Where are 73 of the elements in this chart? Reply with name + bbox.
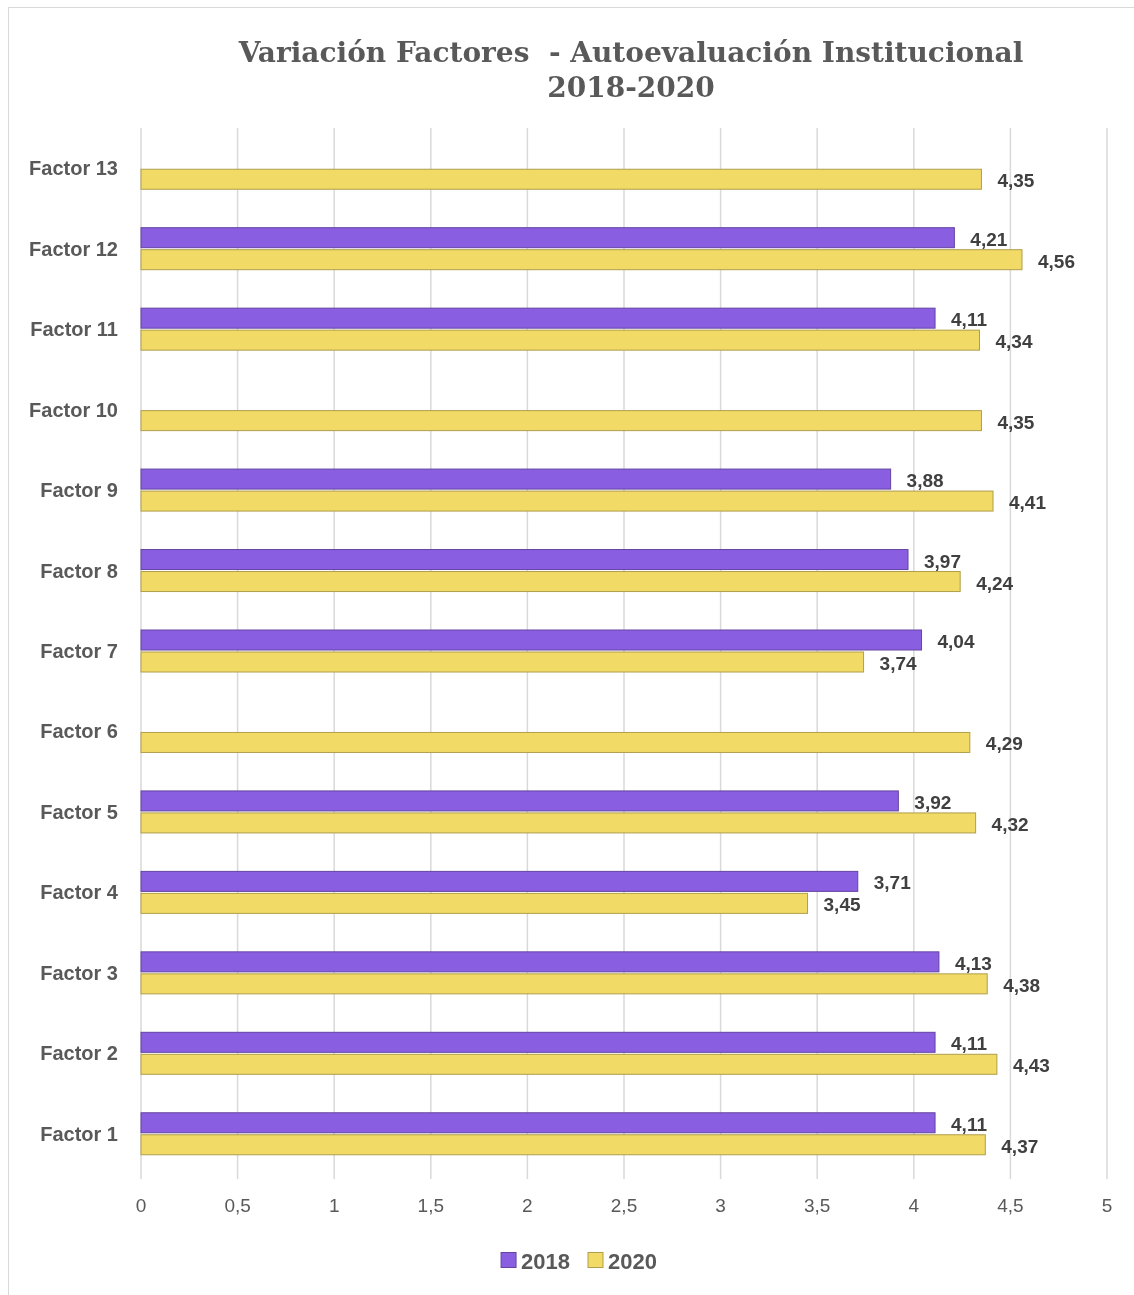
bar — [140, 1053, 998, 1075]
data-label: 4,43 — [1012, 1054, 1050, 1076]
y-tick-label: Factor 7 — [40, 640, 118, 662]
data-label: 4,37 — [1001, 1135, 1039, 1157]
bar — [140, 490, 994, 512]
data-label: 4,13 — [954, 952, 992, 974]
y-tick-label: Factor 1 — [40, 1122, 118, 1145]
y-tick-label: Factor 5 — [40, 800, 118, 823]
bar — [140, 249, 1023, 271]
bar — [140, 410, 982, 432]
x-tick-label: 1 — [328, 1194, 340, 1216]
y-tick-label: Factor 10 — [29, 398, 118, 421]
bar — [140, 951, 940, 973]
bar — [140, 1134, 986, 1156]
bar — [140, 1031, 936, 1053]
x-tick-label: 2 — [522, 1194, 533, 1216]
data-label: 4,32 — [991, 813, 1029, 835]
data-label: 4,21 — [970, 228, 1008, 250]
bar — [140, 571, 961, 593]
data-label: 4,35 — [997, 411, 1035, 433]
x-tick-label: 4,5 — [997, 1194, 1024, 1216]
legend-label: 2020 — [608, 1248, 657, 1274]
x-tick-label: 3,5 — [803, 1194, 831, 1216]
y-tick-label: Factor 3 — [40, 961, 118, 984]
data-label: 3,71 — [873, 871, 912, 893]
bar — [140, 227, 955, 249]
bar — [140, 870, 859, 892]
x-tick-label: 2,5 — [610, 1194, 638, 1216]
data-label: 3,97 — [924, 550, 961, 572]
y-tick-label: Factor 9 — [40, 479, 118, 502]
bar — [140, 629, 923, 651]
data-label: 4,29 — [985, 732, 1023, 754]
y-tick-label: Factor 6 — [40, 720, 118, 743]
bar — [140, 973, 988, 995]
data-label: 3,88 — [906, 469, 944, 491]
y-tick-label: Factor 2 — [40, 1042, 118, 1065]
bar — [140, 790, 899, 812]
y-tick-label: Factor 4 — [40, 881, 119, 904]
legend-label: 2018 — [521, 1248, 571, 1274]
data-label: 4,35 — [997, 169, 1035, 191]
data-label: 4,04 — [937, 630, 975, 652]
bar — [140, 892, 809, 914]
bar — [140, 1112, 936, 1134]
bar — [140, 549, 909, 571]
bar — [140, 468, 892, 490]
data-label: 3,92 — [914, 791, 952, 813]
bar — [140, 168, 982, 190]
data-label: 4,41 — [1009, 491, 1047, 513]
bar — [140, 329, 980, 351]
bar — [140, 812, 977, 834]
bar — [140, 307, 936, 329]
data-label: 4,11 — [951, 308, 988, 330]
x-tick-label: 4 — [908, 1194, 920, 1216]
bar — [140, 651, 865, 673]
data-label: 4,34 — [995, 330, 1033, 352]
x-tick-label: 1,5 — [417, 1194, 445, 1216]
x-tick-label: 0,5 — [224, 1194, 251, 1216]
bar — [140, 731, 971, 753]
data-label: 4,38 — [1003, 974, 1041, 996]
y-tick-label: Factor 13 — [29, 157, 118, 180]
data-label: 4,56 — [1037, 250, 1075, 272]
data-label: 4,24 — [976, 572, 1014, 594]
chart-title: Variación Factores - Autoevaluación Institucional 2018-2020 — [237, 35, 1024, 104]
x-tick-label: 5 — [1101, 1194, 1113, 1216]
data-label: 4,11 — [951, 1113, 988, 1135]
data-label: 4,11 — [951, 1032, 988, 1054]
x-tick-label: 0 — [135, 1194, 147, 1216]
x-tick-label: 3 — [715, 1194, 726, 1216]
data-label: 3,74 — [879, 652, 917, 674]
y-tick-label: Factor 12 — [29, 237, 118, 260]
data-label: 3,45 — [823, 893, 861, 915]
y-tick-label: Factor 8 — [40, 559, 118, 582]
y-tick-label: Factor 11 — [30, 318, 118, 341]
